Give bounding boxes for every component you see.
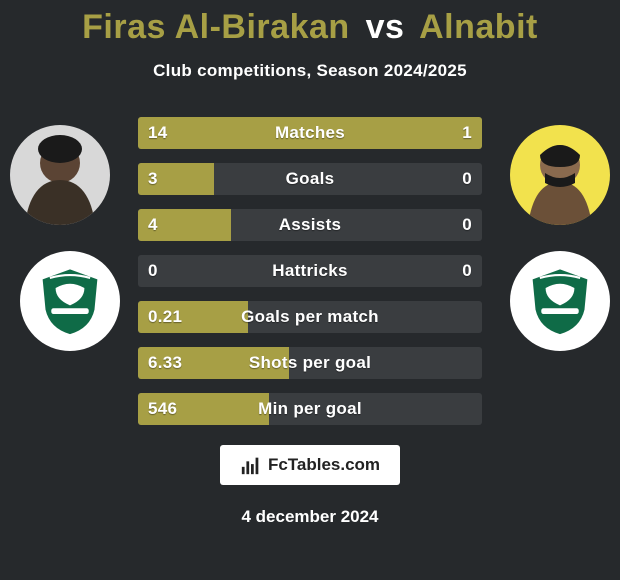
person-silhouette-icon xyxy=(510,125,610,225)
brand-badge: FcTables.com xyxy=(220,445,400,485)
stat-label: Min per goal xyxy=(138,393,482,425)
player1-name: Firas Al-Birakan xyxy=(82,8,350,46)
player2-club-crest xyxy=(510,251,610,351)
stat-value-right: 0 xyxy=(462,209,472,241)
stat-row: 14Matches1 xyxy=(138,117,482,149)
stat-value-right: 0 xyxy=(462,255,472,287)
stat-row: 546Min per goal xyxy=(138,393,482,425)
stat-row: 0Hattricks0 xyxy=(138,255,482,287)
stat-label: Goals per match xyxy=(138,301,482,333)
stat-label: Assists xyxy=(138,209,482,241)
player1-avatar xyxy=(10,125,110,225)
player1-club-crest xyxy=(20,251,120,351)
stat-row: 3Goals0 xyxy=(138,163,482,195)
stat-value-right: 0 xyxy=(462,163,472,195)
stat-label: Shots per goal xyxy=(138,347,482,379)
date-label: 4 december 2024 xyxy=(0,507,620,527)
player2-name: Alnabit xyxy=(419,8,538,46)
club-crest-icon xyxy=(524,265,596,337)
stat-row: 6.33Shots per goal xyxy=(138,347,482,379)
vs-separator: vs xyxy=(366,8,405,46)
comparison-title: Firas Al-Birakan vs Alnabit xyxy=(0,0,620,47)
comparison-content: 14Matches13Goals04Assists00Hattricks00.2… xyxy=(0,117,620,425)
person-silhouette-icon xyxy=(10,125,110,225)
stat-label: Hattricks xyxy=(138,255,482,287)
stat-label: Goals xyxy=(138,163,482,195)
stat-row: 0.21Goals per match xyxy=(138,301,482,333)
comparison-bars: 14Matches13Goals04Assists00Hattricks00.2… xyxy=(138,117,482,425)
club-crest-icon xyxy=(34,265,106,337)
chart-bars-icon xyxy=(240,454,262,476)
brand-label: FcTables.com xyxy=(268,455,380,475)
stat-row: 4Assists0 xyxy=(138,209,482,241)
stat-label: Matches xyxy=(138,117,482,149)
player2-avatar xyxy=(510,125,610,225)
subtitle: Club competitions, Season 2024/2025 xyxy=(0,61,620,81)
stat-value-right: 1 xyxy=(462,117,472,149)
